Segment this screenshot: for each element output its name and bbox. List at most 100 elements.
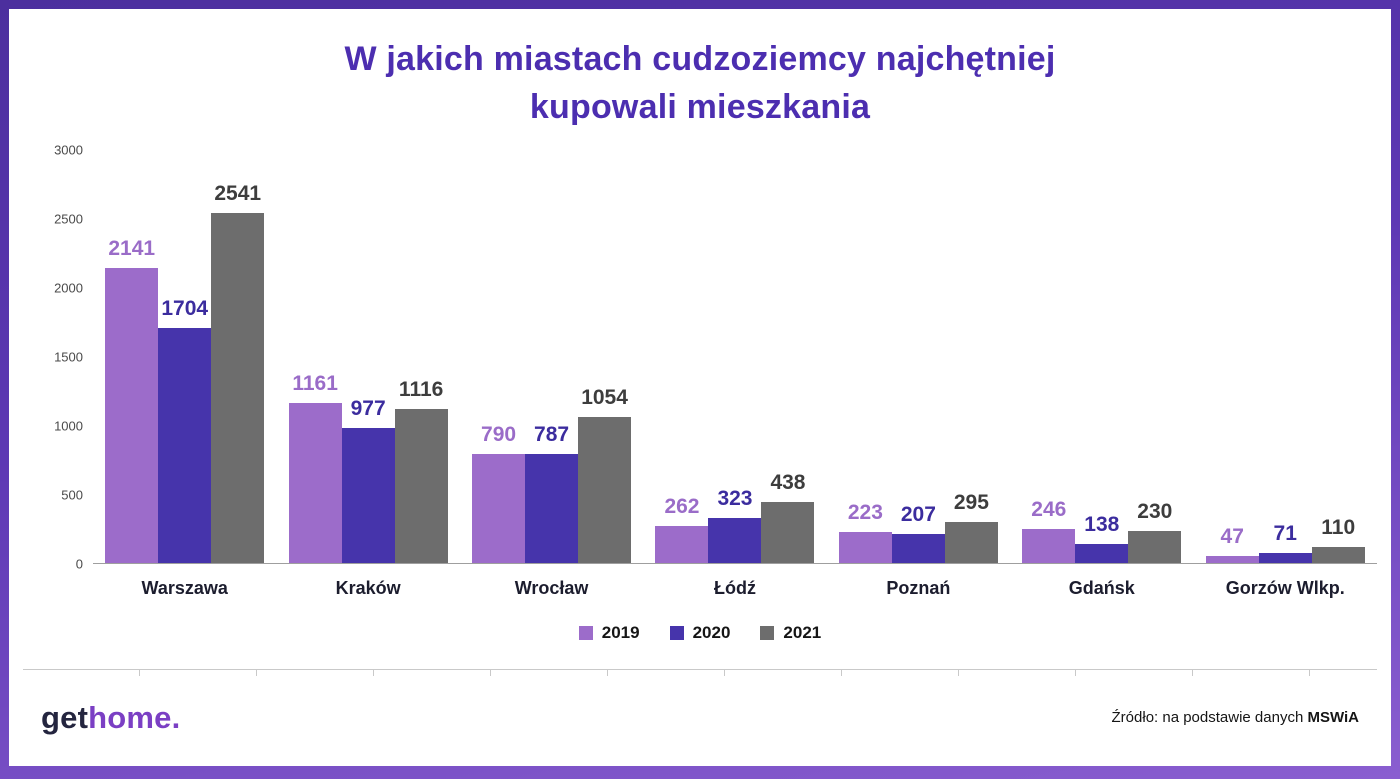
chart-card: W jakich miastach cudzoziemcy najchętnie… — [9, 9, 1391, 766]
bar-value-label: 787 — [534, 423, 570, 447]
bar — [891, 534, 945, 563]
bar-slot: 246 — [1022, 150, 1076, 563]
y-tick-label: 1000 — [54, 418, 83, 434]
bar — [394, 408, 448, 563]
legend: 2019 2020 2021 — [9, 621, 1391, 645]
bar-value-label: 2541 — [214, 181, 262, 205]
bar-group: 246 138 230 — [1010, 150, 1193, 563]
bar-group: 262 323 438 — [643, 150, 826, 563]
bar-group: 1161 977 1116 — [276, 150, 459, 563]
bar — [211, 212, 265, 563]
chart-title-line2: kupowali mieszkania — [529, 88, 871, 127]
bar-value-label: 47 — [1220, 525, 1244, 549]
y-tick-label: 2000 — [54, 280, 83, 296]
bar-value-label: 138 — [1084, 512, 1120, 536]
legend-label: 2020 — [692, 622, 731, 642]
bar-slot: 47 — [1205, 150, 1259, 563]
y-tick-label: 500 — [61, 487, 83, 503]
chart-title-line1: W jakich miastach cudzoziemcy najchętnie… — [344, 40, 1056, 78]
bar — [158, 327, 212, 563]
bar-slot: 1704 — [158, 150, 212, 563]
bar-value-label: 295 — [953, 490, 989, 514]
logo-get: get — [41, 699, 89, 735]
bar-slot: 790 — [472, 150, 526, 563]
bar — [1128, 530, 1182, 563]
bar-slot: 2141 — [105, 150, 159, 563]
bar-value-label: 438 — [770, 471, 806, 495]
x-axis-label: Wrocław — [514, 577, 589, 598]
bar-slot: 1116 — [394, 150, 448, 563]
bar — [944, 521, 998, 563]
bar — [525, 454, 579, 563]
bar-value-label: 110 — [1321, 516, 1356, 540]
bar-value-label: 71 — [1273, 521, 1297, 545]
bar-value-label: 1054 — [581, 386, 628, 410]
bar-slot: 207 — [891, 150, 945, 563]
bar-slot: 138 — [1075, 150, 1129, 563]
bar-value-label: 230 — [1137, 499, 1173, 523]
legend-label: 2021 — [783, 622, 822, 642]
bar — [838, 531, 892, 563]
gethome-logo: gethome. — [41, 700, 180, 736]
bar-slot: 1054 — [578, 150, 632, 563]
x-axis-label: Poznań — [886, 577, 951, 598]
source-note: Źródło: na podstawie danych MSWiA — [1112, 709, 1359, 726]
bar-value-label: 207 — [900, 503, 936, 527]
bar — [472, 453, 526, 563]
bar-slot: 2541 — [211, 150, 265, 563]
source-bold: MSWiA — [1307, 709, 1359, 727]
bar — [1022, 528, 1076, 563]
bar-value-label: 1161 — [292, 371, 338, 395]
bar-value-label: 2141 — [108, 236, 156, 260]
bar-value-label: 790 — [481, 422, 517, 446]
bar-slot: 787 — [525, 150, 579, 563]
x-axis-label: Gorzów Wlkp. — [1225, 577, 1345, 598]
bar-group: 47 71 110 — [1194, 150, 1377, 563]
bar-value-label: 223 — [847, 500, 883, 524]
bar-slot: 323 — [708, 150, 762, 563]
source-prefix: Źródło: na podstawie danych — [1111, 709, 1308, 727]
bar-slot: 262 — [655, 150, 709, 563]
y-tick-label: 1500 — [54, 349, 83, 365]
y-tick-label: 2500 — [54, 211, 83, 227]
bar-slot: 977 — [341, 150, 395, 563]
bar — [761, 502, 815, 563]
bar-slot: 71 — [1258, 150, 1312, 563]
legend-item-2020: 2020 — [669, 622, 731, 643]
legend-item-2019: 2019 — [578, 622, 640, 643]
bar-value-label: 1704 — [161, 296, 209, 320]
bar-slot: 110 — [1311, 150, 1365, 563]
bar-value-label: 977 — [350, 397, 386, 421]
bar — [288, 402, 342, 563]
plot-area: 2141 1704 2541 1161 977 1116 790 787 1054 262 323 4… — [93, 150, 1377, 564]
bar-slot: 438 — [761, 150, 815, 563]
bar-slot: 230 — [1128, 150, 1182, 563]
legend-swatch — [760, 625, 775, 640]
legend-swatch — [669, 625, 684, 640]
bar-value-label: 246 — [1031, 497, 1067, 521]
footer: gethome. Źródło: na podstawie danych MSW… — [9, 676, 1391, 766]
legend-label: 2019 — [601, 622, 640, 642]
x-axis-labels: Warszawa Kraków Wrocław Łódź Poznań Gdańsk Gor… — [93, 564, 1377, 599]
bar-value-label: 262 — [664, 495, 700, 519]
bar-slot: 1161 — [288, 150, 342, 563]
bar-slot: 223 — [838, 150, 892, 563]
y-tick-label: 3000 — [54, 142, 83, 158]
legend-swatch — [578, 625, 593, 640]
y-axis-labels: 0 500 1000 1500 2000 2500 3000 — [15, 142, 93, 571]
bar-group: 223 207 295 — [827, 150, 1010, 563]
bar — [1205, 556, 1259, 563]
x-axis-label: Gdańsk — [1068, 577, 1135, 598]
bar — [105, 267, 159, 563]
bar — [708, 518, 762, 563]
footer-divider — [23, 668, 1377, 676]
bar — [341, 428, 395, 563]
bar-group: 2141 1704 2541 — [93, 150, 276, 563]
logo-home: home. — [88, 699, 181, 735]
bar-value-label: 323 — [717, 487, 753, 511]
bar — [1258, 552, 1312, 563]
x-axis-label: Kraków — [335, 577, 401, 598]
chart-title: W jakich miastach cudzoziemcy najchętnie… — [9, 35, 1391, 132]
x-axis-label: Łódź — [713, 577, 756, 598]
